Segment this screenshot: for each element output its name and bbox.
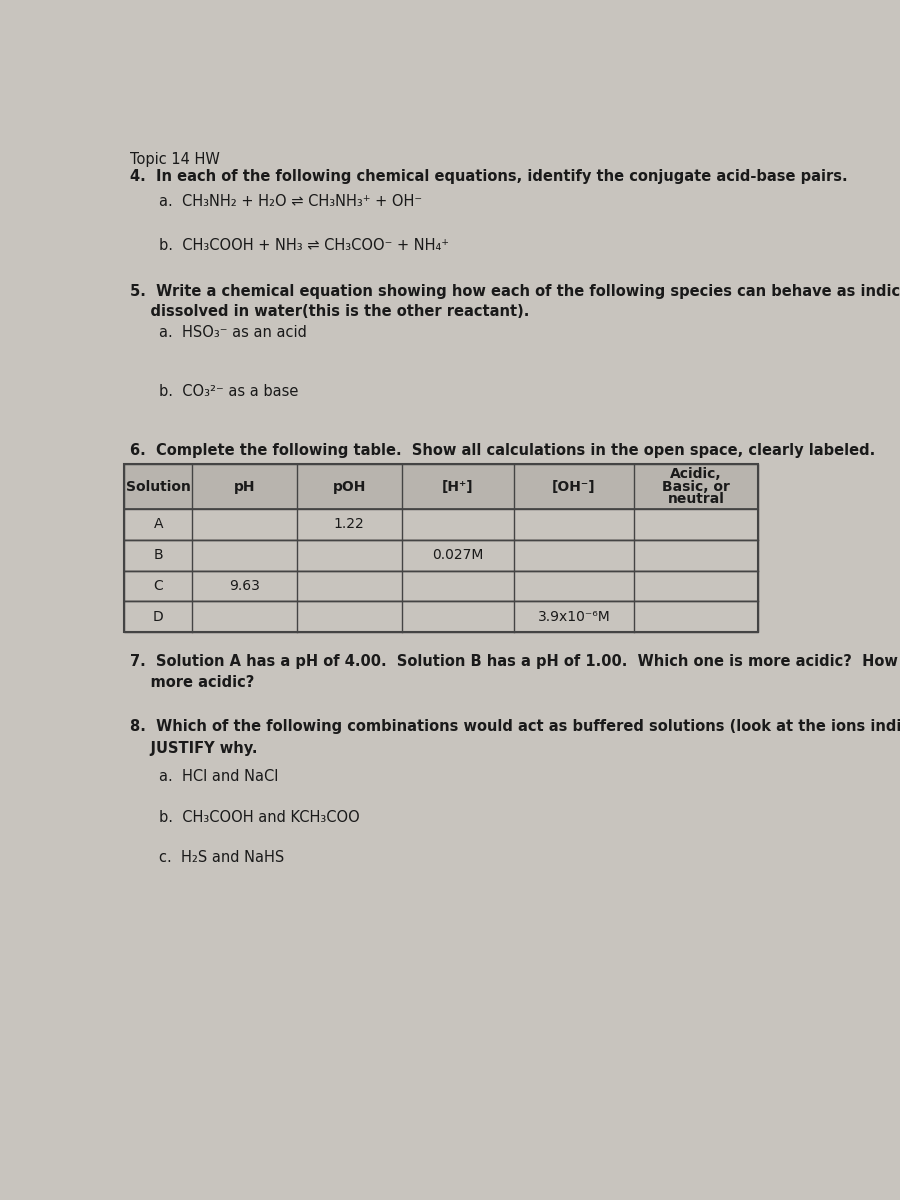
Text: dissolved in water(this is the other reactant).: dissolved in water(this is the other rea… xyxy=(130,304,529,319)
Text: 5.  Write a chemical equation showing how each of the following species can beha: 5. Write a chemical equation showing how… xyxy=(130,284,900,299)
Text: [H⁺]: [H⁺] xyxy=(442,480,473,493)
Text: a.  CH₃NH₂ + H₂O ⇌ CH₃NH₃⁺ + OH⁻: a. CH₃NH₂ + H₂O ⇌ CH₃NH₃⁺ + OH⁻ xyxy=(159,194,422,209)
Bar xyxy=(124,464,758,632)
Text: a.  HCl and NaCl: a. HCl and NaCl xyxy=(159,769,278,785)
Text: b.  CH₃COOH + NH₃ ⇌ CH₃COO⁻ + NH₄⁺: b. CH₃COOH + NH₃ ⇌ CH₃COO⁻ + NH₄⁺ xyxy=(159,238,449,253)
Text: 0.027M: 0.027M xyxy=(432,548,483,562)
Text: neutral: neutral xyxy=(668,492,724,506)
Text: A: A xyxy=(154,517,163,532)
Text: C: C xyxy=(153,578,163,593)
Text: 3.9x10⁻⁶M: 3.9x10⁻⁶M xyxy=(537,610,610,624)
Text: 9.63: 9.63 xyxy=(230,578,260,593)
Text: [OH⁻]: [OH⁻] xyxy=(553,480,596,493)
Text: Basic, or: Basic, or xyxy=(662,480,730,493)
Bar xyxy=(124,464,758,509)
Text: 1.22: 1.22 xyxy=(334,517,364,532)
Text: b.  CH₃COOH and KCH₃COO: b. CH₃COOH and KCH₃COO xyxy=(159,810,360,826)
Bar xyxy=(124,540,758,570)
Text: Acidic,: Acidic, xyxy=(670,467,722,481)
Text: a.  HSO₃⁻ as an acid: a. HSO₃⁻ as an acid xyxy=(159,325,307,340)
Text: c.  H₂S and NaHS: c. H₂S and NaHS xyxy=(159,850,284,865)
Text: 4.  In each of the following chemical equations, identify the conjugate acid-bas: 4. In each of the following chemical equ… xyxy=(130,169,847,184)
Text: Topic 14 HW: Topic 14 HW xyxy=(130,151,220,167)
Text: pH: pH xyxy=(234,480,256,493)
Text: 7.  Solution A has a pH of 4.00.  Solution B has a pH of 1.00.  Which one is mor: 7. Solution A has a pH of 4.00. Solution… xyxy=(130,654,900,668)
Text: 6.  Complete the following table.  Show all calculations in the open space, clea: 6. Complete the following table. Show al… xyxy=(130,443,875,457)
Bar xyxy=(124,509,758,540)
Bar xyxy=(124,601,758,632)
Bar xyxy=(124,570,758,601)
Text: 8.  Which of the following combinations would act as buffered solutions (look at: 8. Which of the following combinations w… xyxy=(130,719,900,734)
Text: pOH: pOH xyxy=(333,480,366,493)
Text: b.  CO₃²⁻ as a base: b. CO₃²⁻ as a base xyxy=(159,384,299,400)
Text: more acidic?: more acidic? xyxy=(130,676,254,690)
Text: B: B xyxy=(153,548,163,562)
Text: D: D xyxy=(153,610,164,624)
Text: Solution: Solution xyxy=(126,480,191,493)
Text: JUSTIFY why.: JUSTIFY why. xyxy=(130,740,257,756)
